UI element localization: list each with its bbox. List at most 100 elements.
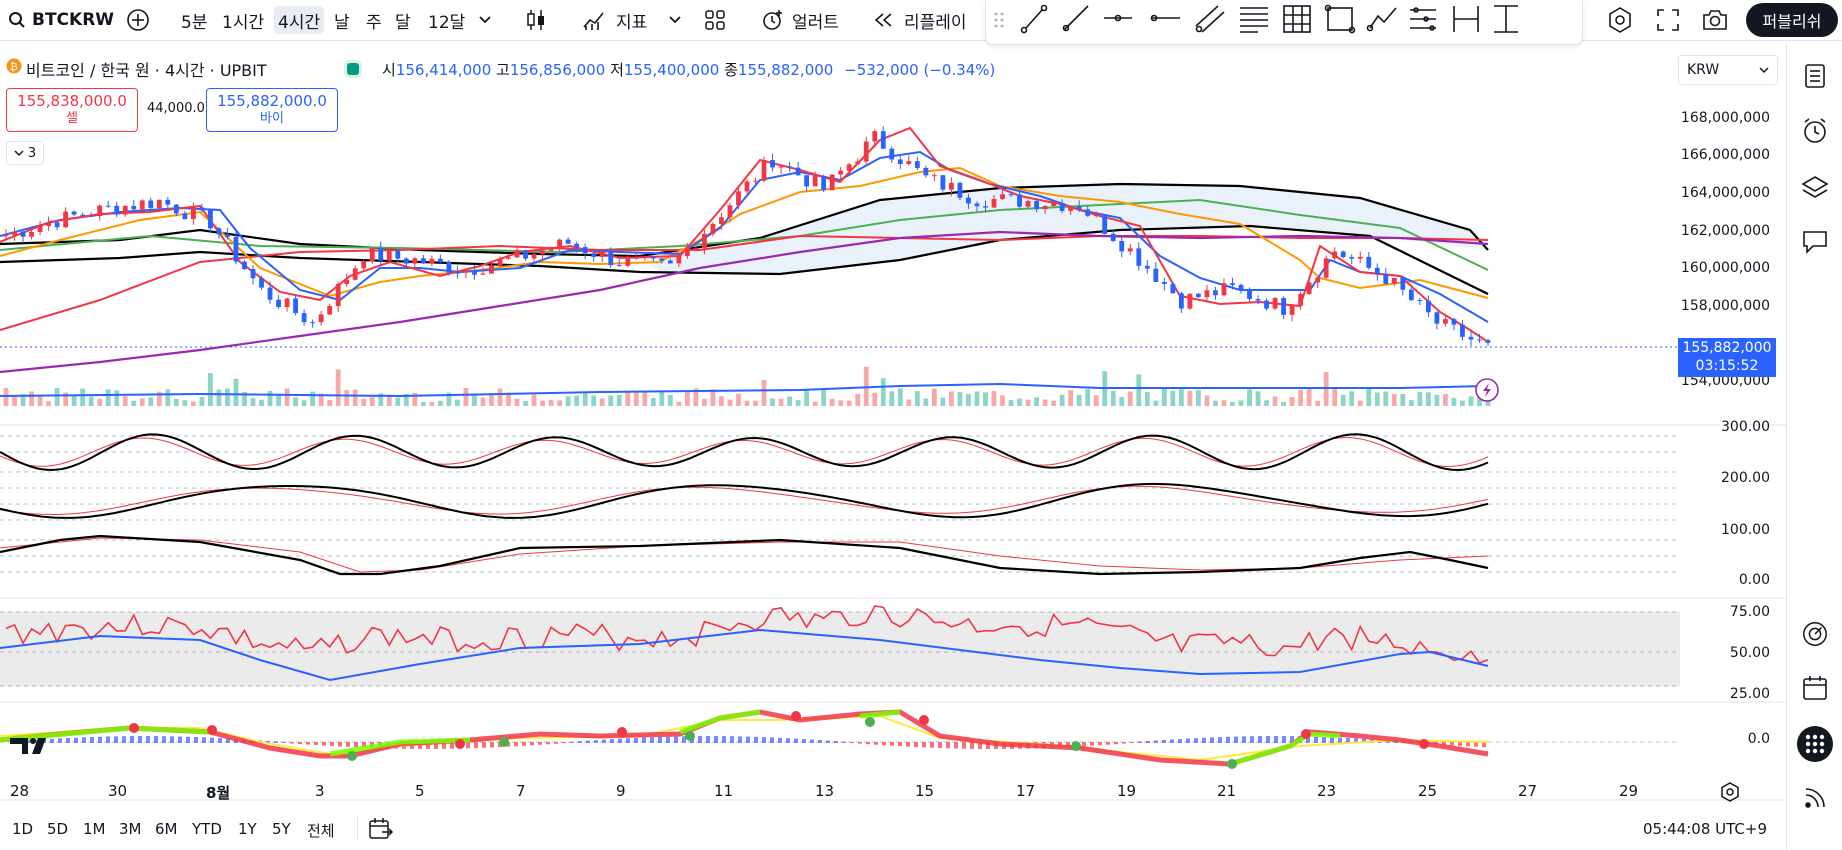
candle-body xyxy=(429,258,435,264)
range-6m[interactable]: 6M xyxy=(155,820,178,838)
histogram-bar xyxy=(730,736,734,743)
volume-bar xyxy=(1247,389,1252,406)
camera-icon[interactable] xyxy=(1702,8,1728,36)
volume-bar xyxy=(148,397,154,406)
chat-icon[interactable] xyxy=(1801,228,1829,256)
indicators-collapse-toggle[interactable]: 3 xyxy=(6,141,44,165)
candle-body xyxy=(463,270,469,273)
histogram-bar xyxy=(794,738,798,743)
watchlist-icon[interactable] xyxy=(1801,62,1829,90)
histogram-bar xyxy=(858,742,862,744)
histogram-bar xyxy=(354,742,358,748)
alarm-clock-icon[interactable] xyxy=(1801,117,1829,145)
indicators-dropdown[interactable] xyxy=(668,6,682,34)
range-1y[interactable]: 1Y xyxy=(238,820,257,838)
histogram-bar xyxy=(626,738,630,743)
range-3m[interactable]: 3M xyxy=(119,820,142,838)
interval-dropdown[interactable] xyxy=(478,6,492,34)
sell-button[interactable]: 155,838,000.0 셀 xyxy=(6,88,138,132)
histogram-bar xyxy=(138,736,142,743)
horizontal-ray-icon[interactable] xyxy=(1150,14,1181,22)
ray-icon[interactable] xyxy=(1062,5,1089,32)
rectangle-icon[interactable] xyxy=(1324,4,1356,34)
symbol-search[interactable]: BTCKRW xyxy=(8,6,114,34)
date-range-icon[interactable] xyxy=(1453,6,1479,32)
candle-body xyxy=(821,175,827,191)
interval-1h[interactable]: 1시간 xyxy=(222,12,265,33)
interval-12month[interactable]: 12달 xyxy=(428,12,466,33)
clock-timezone[interactable]: 05:44:08 UTC+9 xyxy=(1643,820,1767,838)
signal-icon[interactable] xyxy=(1801,784,1829,812)
elliott-wave-icon[interactable] xyxy=(1410,7,1436,31)
volume-bar xyxy=(923,398,929,406)
tradingview-logo-icon[interactable] xyxy=(10,738,46,754)
candle-body xyxy=(1374,267,1380,275)
histogram-bar xyxy=(1082,742,1086,747)
volume-bar xyxy=(693,388,699,406)
interval-day[interactable]: 날 xyxy=(334,12,350,33)
publish-button[interactable]: 퍼블리쉬 xyxy=(1746,3,1838,37)
range-1d[interactable]: 1D xyxy=(12,820,34,838)
currency-select[interactable]: KRW xyxy=(1678,55,1778,85)
candle-body xyxy=(855,161,861,165)
volume-bar xyxy=(1264,400,1269,406)
volume-bar xyxy=(931,388,937,406)
candle-body xyxy=(335,283,341,307)
volume-bar xyxy=(991,390,997,406)
flash-icon[interactable] xyxy=(1475,378,1499,402)
parallel-channel-icon[interactable] xyxy=(1195,5,1225,33)
path-icon[interactable] xyxy=(1366,7,1397,32)
interval-month[interactable]: 달 xyxy=(395,12,411,33)
market-status-dot[interactable] xyxy=(344,60,362,78)
range-1m[interactable]: 1M xyxy=(83,820,106,838)
histogram-bar xyxy=(290,742,294,744)
drag-handle-icon[interactable] xyxy=(994,12,1004,28)
time-axis-label: 29 xyxy=(1619,782,1639,800)
layout-button[interactable] xyxy=(704,6,726,34)
horizontal-line-icon[interactable] xyxy=(1104,14,1132,22)
interval-week[interactable]: 주 xyxy=(366,12,382,33)
histogram-bar xyxy=(946,742,950,749)
candle-body xyxy=(727,205,733,218)
goto-date-icon[interactable] xyxy=(368,817,394,845)
interval-5m[interactable]: 5분 xyxy=(181,12,208,33)
indicators-button[interactable]: 지표 xyxy=(582,6,647,34)
candle-body xyxy=(829,174,835,191)
histogram-bar xyxy=(1250,736,1254,743)
layers-icon[interactable] xyxy=(1801,174,1829,202)
volume-bar xyxy=(966,394,971,406)
chevron-down-icon xyxy=(478,15,492,25)
range-ytd[interactable]: YTD xyxy=(192,820,222,838)
target-icon[interactable] xyxy=(1801,620,1829,648)
interval-4h[interactable]: 4시간 xyxy=(274,6,325,34)
grid-icon[interactable] xyxy=(1283,5,1311,33)
time-axis-label: 27 xyxy=(1518,782,1538,800)
fullscreen-icon[interactable] xyxy=(1656,8,1680,36)
volume-bar xyxy=(1340,394,1346,406)
settings-hexagon-icon[interactable] xyxy=(1606,6,1634,38)
alert-button[interactable]: 얼러트 xyxy=(760,6,839,34)
price-range-icon[interactable] xyxy=(1494,5,1518,33)
ma-red-short xyxy=(0,126,1489,343)
trend-line-icon[interactable] xyxy=(1020,4,1048,34)
volume-bar xyxy=(97,398,103,406)
pitchfork-icon[interactable] xyxy=(1240,7,1268,33)
volume-bar xyxy=(531,394,537,406)
volume-bar xyxy=(463,388,469,406)
calendar-icon[interactable] xyxy=(1801,674,1829,702)
apps-grid-icon[interactable] xyxy=(1797,726,1833,762)
candle-body xyxy=(472,270,477,275)
chart-type-button[interactable] xyxy=(525,6,547,34)
candle-body xyxy=(3,235,9,237)
chart-settings-icon[interactable] xyxy=(1720,782,1740,806)
range-all[interactable]: 전체 xyxy=(307,822,335,840)
chart-canvas[interactable] xyxy=(0,44,1786,804)
chart-title[interactable]: 비트코인 / 한국 원 · 4시간 · UPBIT xyxy=(26,61,267,80)
range-5d[interactable]: 5D xyxy=(47,820,69,838)
buy-button[interactable]: 155,882,000.0 바이 xyxy=(206,88,338,132)
volume-bar xyxy=(54,388,60,406)
replay-button[interactable]: 리플레이 xyxy=(872,6,967,34)
volume-bar xyxy=(1213,400,1218,406)
range-5y[interactable]: 5Y xyxy=(272,820,291,838)
compare-add-button[interactable] xyxy=(126,6,150,34)
